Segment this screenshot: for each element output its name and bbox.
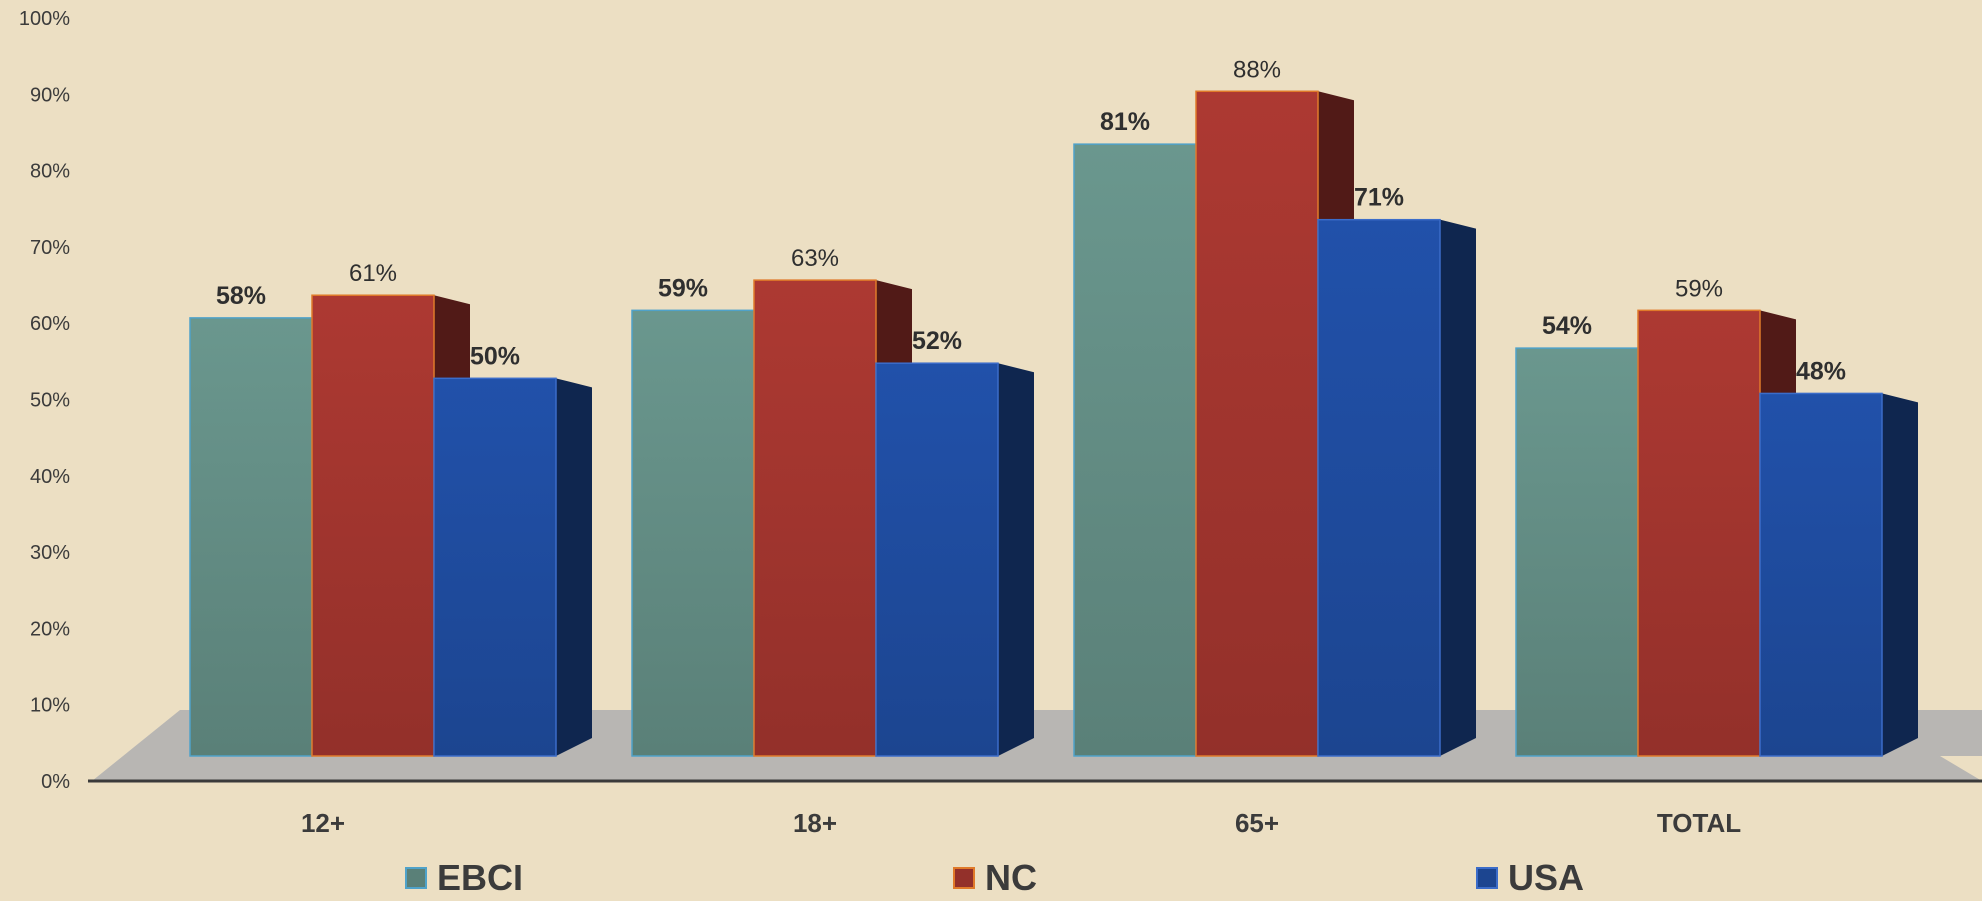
data-label: 54% [1542,312,1592,340]
bar-ebci-0 [189,317,313,757]
y-tick-label: 50% [30,390,70,412]
bar-usa-2 [1317,218,1441,757]
bar-side-usa [556,378,592,756]
data-label: 59% [1675,275,1723,302]
legend-swatch-usa [1476,867,1498,889]
data-label: 88% [1233,56,1281,83]
legend-swatch-ebci [405,867,427,889]
y-tick-label: 20% [30,618,70,640]
bar-ebci-1 [631,309,755,757]
x-tick-label: TOTAL [1657,808,1741,838]
y-tick-label: 30% [30,542,70,564]
y-tick-label: 70% [30,237,70,259]
y-tick-label: 80% [30,161,70,183]
bar-side-usa [998,363,1034,756]
data-label: 52% [912,327,962,355]
legend-item-usa: USA [1476,858,1584,898]
legend-label-usa: USA [1508,857,1585,898]
chart-legend: EBCI NC USA [0,858,1982,901]
data-label: 58% [216,282,266,310]
legend-item-ebci: EBCI [405,858,523,898]
bar-usa-1 [875,362,999,757]
bar-side-usa [1882,393,1918,756]
y-tick-label: 40% [30,466,70,488]
data-label: 48% [1796,357,1846,385]
x-tick-label: 65+ [1235,808,1279,838]
chart-canvas: 0% 10% 20% 30% 40% 50% 60% 70% 80% 90% 100% 58% 61% 5… [19,8,1982,838]
data-label: 50% [470,342,520,370]
data-label: 71% [1354,184,1404,212]
bar-nc-2 [1195,90,1319,757]
y-tick-label: 100% [19,8,70,30]
x-tick-label: 12+ [301,808,345,838]
bar-ebci-2 [1073,143,1197,757]
legend-label-ebci: EBCI [437,857,524,898]
bar-nc-0 [311,294,435,757]
y-tick-label: 90% [30,84,70,106]
legend-label-nc: NC [985,857,1037,898]
y-tick-label: 10% [30,695,70,717]
data-label: 59% [658,274,708,302]
bar-nc-3 [1637,309,1761,757]
bar-ebci-3 [1515,347,1639,757]
bar-side-usa [1440,219,1476,756]
bar-nc-1 [753,279,877,757]
data-label: 81% [1100,108,1150,136]
y-tick-label: 0% [41,771,70,793]
legend-swatch-nc [953,867,975,889]
data-label: 63% [791,245,839,272]
x-tick-label: 18+ [793,808,837,838]
bar-usa-0 [433,377,557,757]
bar-usa-3 [1759,392,1883,757]
y-tick-label: 60% [30,313,70,335]
data-label: 61% [349,260,397,287]
legend-item-nc: NC [953,858,1037,898]
